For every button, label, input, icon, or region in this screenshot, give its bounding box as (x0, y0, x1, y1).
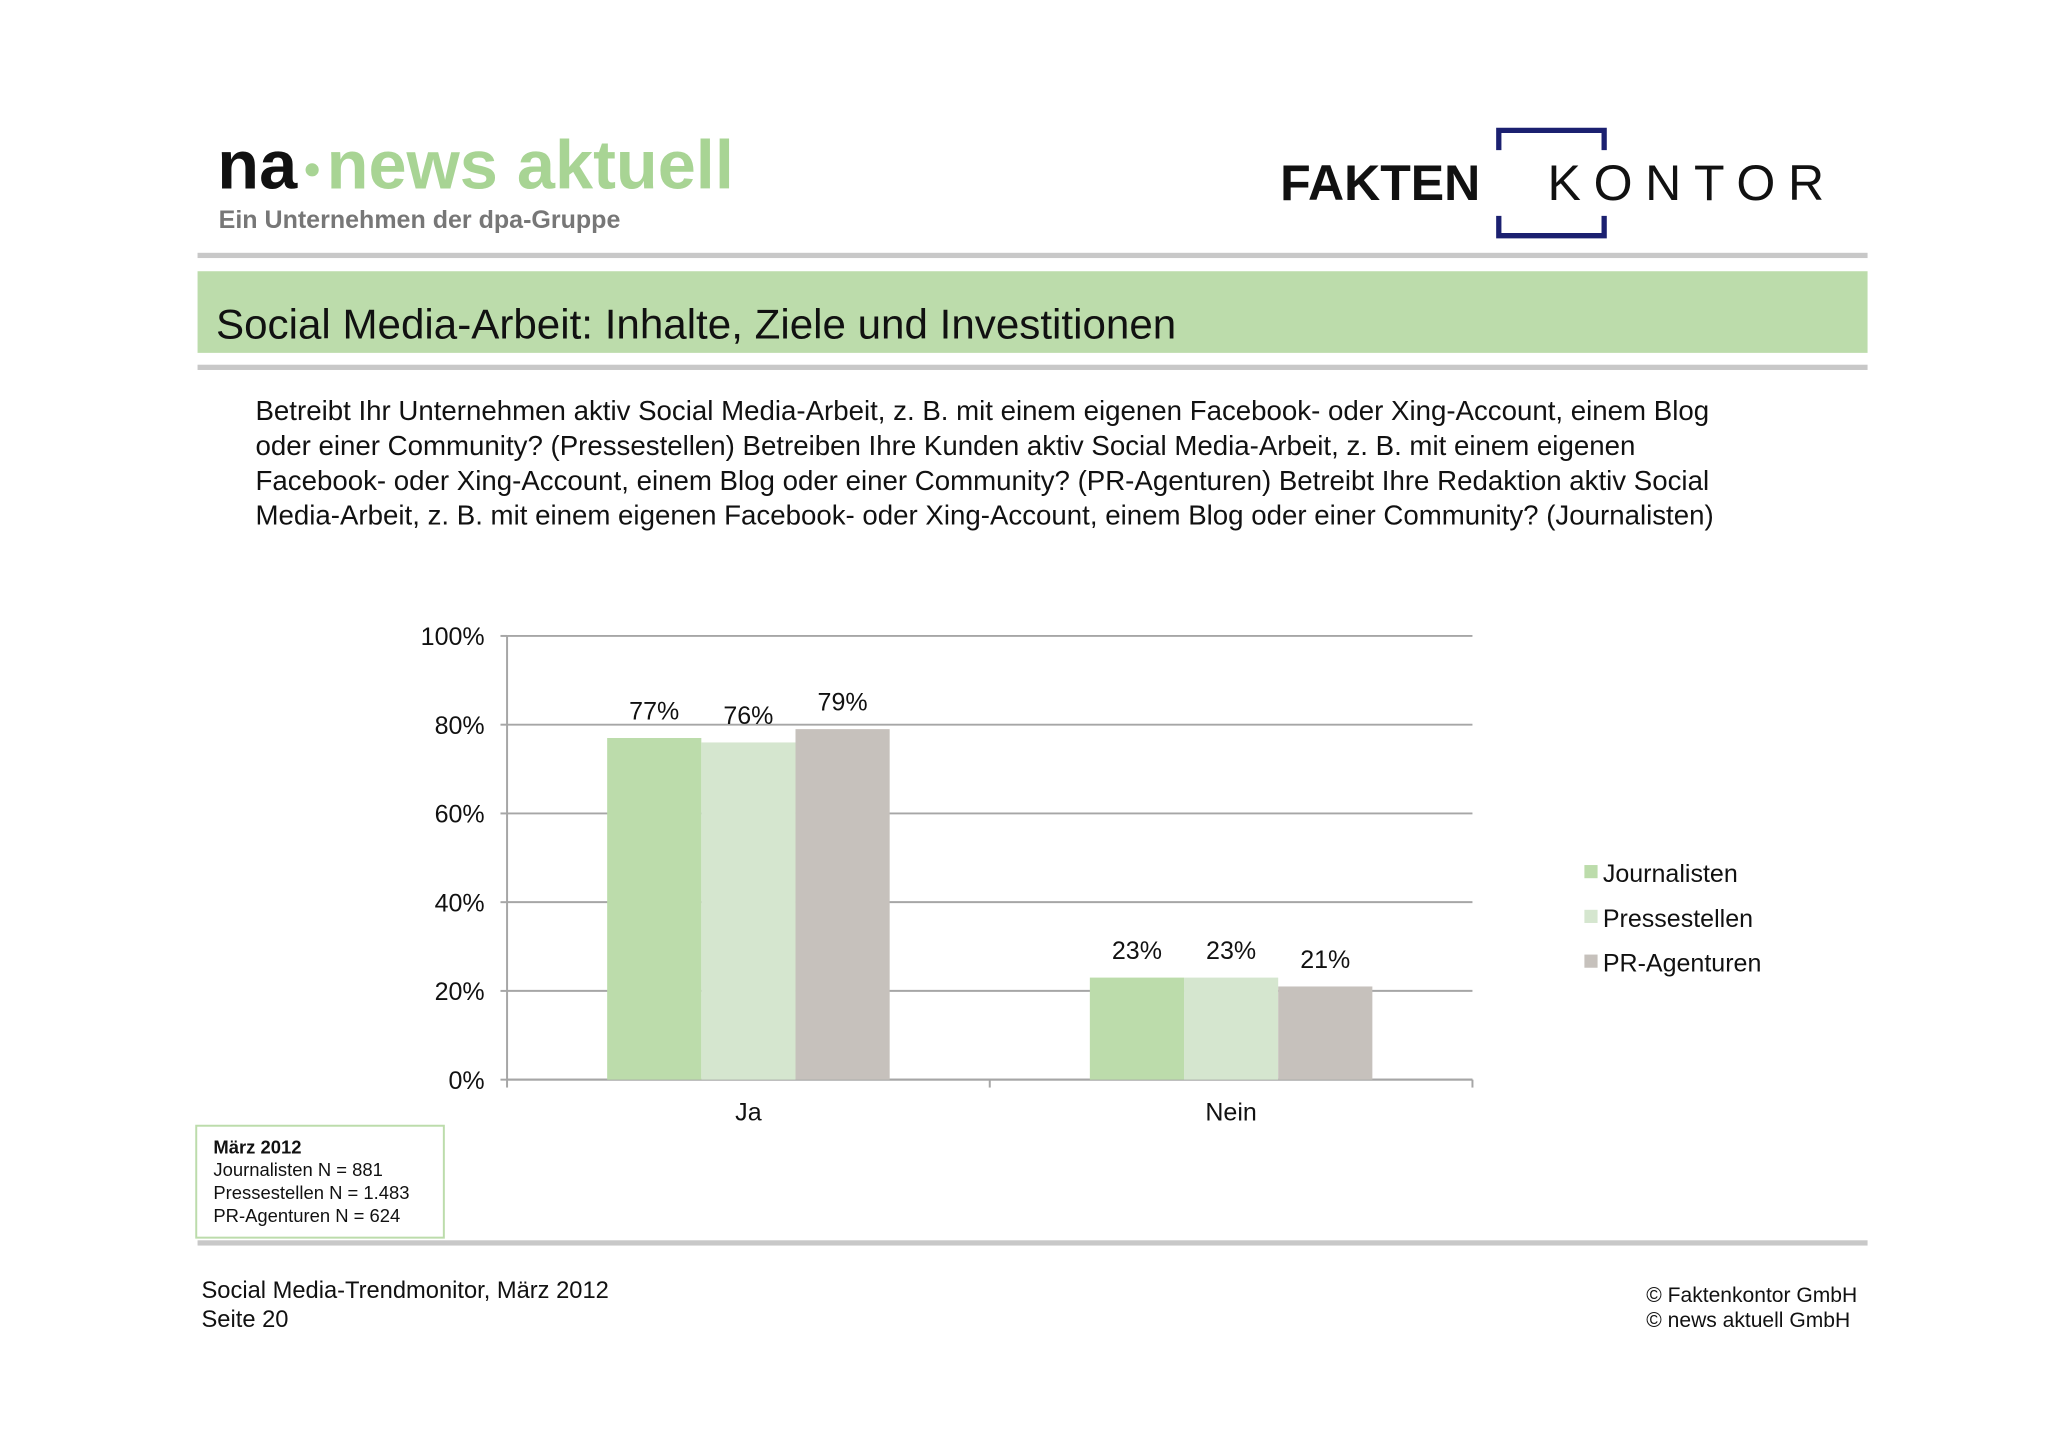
bar (607, 737, 702, 1080)
rule (197, 364, 1868, 370)
question-line: oder einer Community? (Pressestellen) Be… (256, 430, 1636, 461)
logo-fakten: FAKTEN (1280, 155, 1480, 211)
data-label: 23% (1112, 937, 1162, 965)
question-line: Media-Arbeit, z. B. mit einem eigenen Fa… (256, 500, 1714, 531)
logo-na: na (217, 126, 298, 203)
legend-swatch (1584, 954, 1598, 968)
y-tick-label: 60% (435, 801, 485, 829)
question-line: Facebook- oder Xing-Account, einem Blog … (256, 465, 1710, 496)
logo-kontor: KONTOR (1548, 155, 1825, 211)
x-tick-label: Ja (735, 1098, 762, 1126)
note-box (195, 1124, 445, 1239)
chart: 0% 20% 40% 60% 80% 100% Ja 77% 76% 79% Nein 23% 23% 2… (421, 623, 1762, 1126)
logo-bracket (1496, 127, 1607, 239)
footer-left: Social Media-Trendmonitor, März 2012 (202, 1278, 609, 1304)
footer-right: © news aktuell GmbH (1646, 1309, 1850, 1332)
y-tick-label: 100% (421, 623, 485, 651)
bar (1089, 977, 1185, 1080)
legend-label: PR-Agenturen (1603, 950, 1762, 978)
rule (197, 252, 1868, 259)
note-line: Journalisten N = 881 (213, 1159, 383, 1180)
footer-left: Seite 20 (202, 1307, 289, 1333)
data-label: 23% (1206, 937, 1256, 965)
title-band (197, 271, 1868, 353)
question: Betreibt Ihr Unternehmen aktiv Social Me… (256, 395, 1714, 531)
y-tick-label: 40% (435, 889, 485, 917)
question-line: Betreibt Ihr Unternehmen aktiv Social Me… (256, 395, 1710, 426)
note-title: März 2012 (213, 1136, 301, 1157)
x-tick-label: Nein (1205, 1098, 1256, 1126)
legend-label: Journalisten (1603, 860, 1738, 888)
bar (1184, 977, 1279, 1080)
logo-dot (305, 163, 319, 177)
bar (1278, 986, 1373, 1080)
note-line: PR-Agenturen N = 624 (213, 1205, 400, 1226)
note-line: Pressestellen N = 1.483 (213, 1182, 409, 1203)
logo-news: news aktuell (327, 126, 734, 203)
data-label: 77% (629, 698, 679, 726)
rule (197, 1240, 1868, 1246)
y-tick-label: 20% (435, 978, 485, 1006)
data-label: 79% (818, 689, 868, 717)
legend-swatch (1584, 865, 1598, 879)
y-tick-label: 80% (435, 712, 485, 740)
logo-tagline: Ein Unternehmen der dpa-Gruppe (219, 206, 621, 234)
bar (701, 742, 796, 1080)
data-label: 21% (1300, 946, 1350, 974)
data-label: 76% (723, 702, 773, 730)
legend-swatch (1584, 909, 1598, 923)
footer-right: © Faktenkontor GmbH (1646, 1284, 1857, 1307)
y-tick-label: 0% (449, 1067, 485, 1095)
bar (795, 729, 890, 1080)
legend-label: Pressestellen (1603, 905, 1753, 933)
slide-title: Social Media-Arbeit: Inhalte, Ziele und … (216, 300, 1176, 347)
footer: Social Media-Trendmonitor, März 2012 Seit… (202, 1278, 1858, 1333)
